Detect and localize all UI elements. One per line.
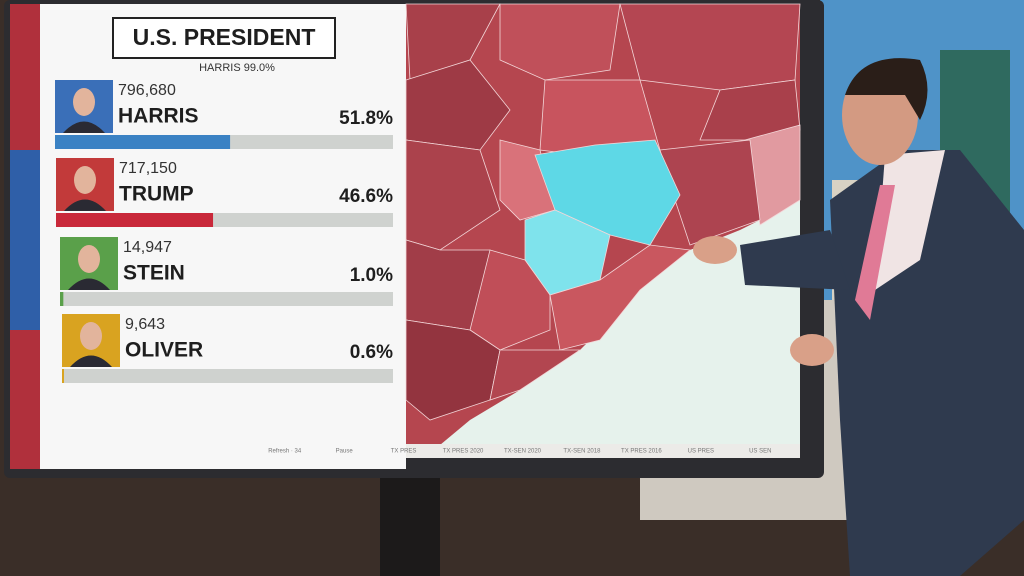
vote-share: 1.0% bbox=[350, 265, 393, 286]
county bbox=[549, 244, 691, 351]
vote-share: 51.8% bbox=[339, 108, 393, 129]
presenter bbox=[693, 58, 1024, 576]
toolbar-item: TX PRES 2020 bbox=[443, 449, 484, 455]
toolbar-item: US PRES bbox=[688, 449, 714, 455]
candidate-name: STEIN bbox=[123, 262, 185, 285]
candidate-list: 796,680 HARRIS 51.8% 717,150 TRUMP 46.6% 14,94… bbox=[55, 80, 393, 383]
county bbox=[489, 349, 582, 401]
map bbox=[405, 3, 801, 458]
vote-count: 796,680 bbox=[118, 82, 176, 99]
photo-shoulders bbox=[70, 355, 112, 367]
photo-shoulders bbox=[63, 121, 105, 133]
county bbox=[405, 59, 511, 151]
share-bar bbox=[55, 135, 231, 149]
tie bbox=[855, 185, 895, 320]
share-bar bbox=[60, 292, 64, 306]
share-bar bbox=[56, 213, 214, 227]
photo-face bbox=[80, 322, 102, 350]
share-track bbox=[60, 292, 393, 306]
photo-face bbox=[74, 166, 96, 194]
arm bbox=[740, 230, 850, 290]
vote-count: 717,150 bbox=[119, 160, 177, 177]
hair bbox=[845, 58, 928, 120]
reporting: HARRIS 99.0% bbox=[199, 62, 275, 74]
vote-share: 0.6% bbox=[350, 342, 393, 363]
photo-face bbox=[78, 245, 100, 273]
toolbar-item: TX-SEN 2018 bbox=[563, 449, 601, 455]
vote-share: 46.6% bbox=[339, 186, 393, 207]
toolbar bbox=[406, 444, 800, 458]
toolbar-item: TX PRES bbox=[391, 449, 417, 455]
stand bbox=[380, 470, 440, 576]
vote-count: 14,947 bbox=[123, 239, 172, 256]
title: U.S. PRESIDENT bbox=[133, 24, 316, 50]
toolbar-item: Pause bbox=[336, 449, 354, 455]
hand bbox=[693, 236, 737, 264]
hand bbox=[790, 334, 834, 366]
photo-shoulders bbox=[68, 278, 110, 290]
toolbar-items: Refresh · 34 Pause TX PRES TX PRES 2020 TX-S… bbox=[268, 449, 771, 455]
side-strip bbox=[10, 150, 40, 330]
toolbar-item: US SEN bbox=[749, 449, 771, 455]
share-track bbox=[62, 369, 393, 383]
toolbar-item: TX-SEN 2020 bbox=[504, 449, 542, 455]
toolbar-item: Refresh · 34 bbox=[268, 449, 302, 455]
photo-face bbox=[73, 88, 95, 116]
county bbox=[619, 3, 801, 91]
share-bar bbox=[62, 369, 64, 383]
vote-count: 9,643 bbox=[125, 316, 165, 333]
toolbar-item: TX PRES 2016 bbox=[621, 449, 662, 455]
candidate-name: HARRIS bbox=[118, 105, 199, 128]
title-box bbox=[112, 17, 336, 59]
county bbox=[499, 3, 621, 81]
photo-shoulders bbox=[64, 199, 106, 211]
candidate-name: OLIVER bbox=[125, 339, 203, 362]
county bbox=[405, 139, 501, 251]
candidate-name: TRUMP bbox=[119, 183, 194, 206]
